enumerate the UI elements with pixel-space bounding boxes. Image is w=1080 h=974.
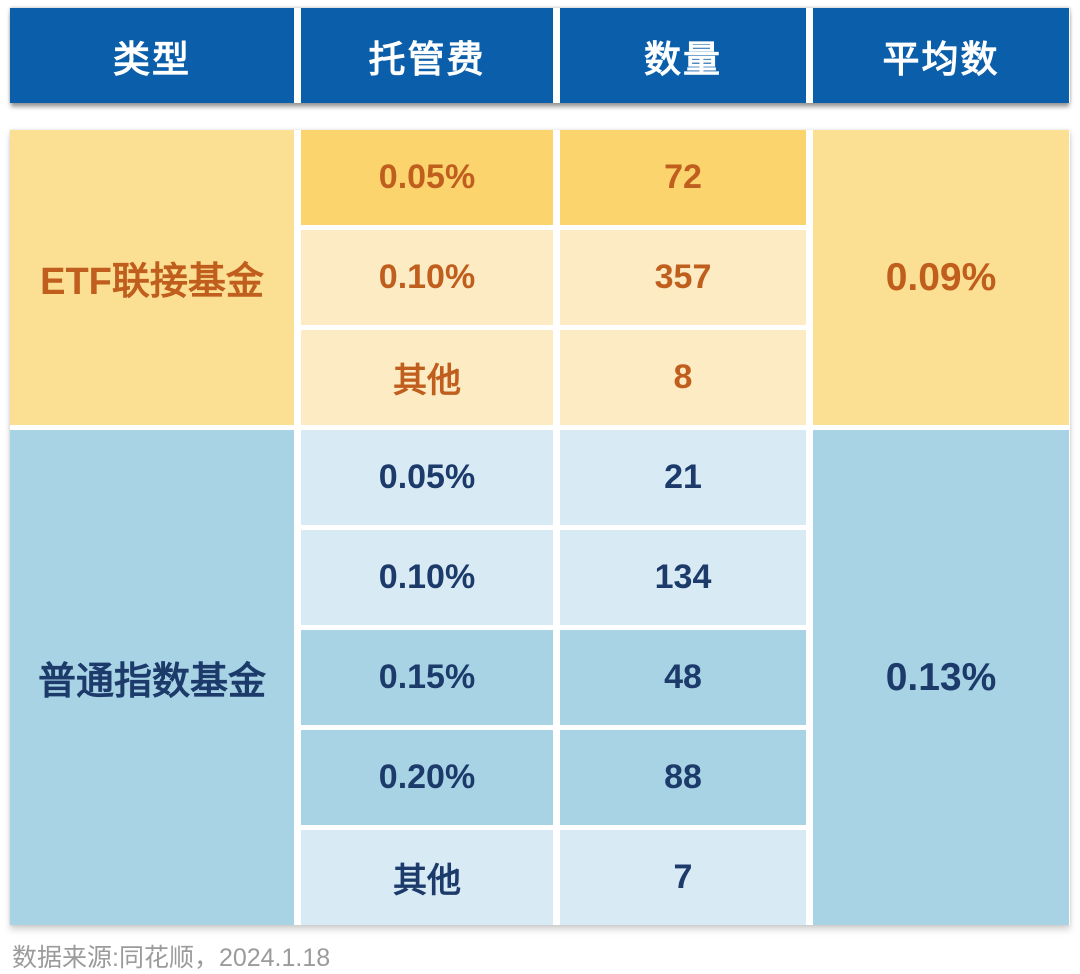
count-cell: 8	[560, 330, 806, 425]
column-header-average: 平均数	[813, 8, 1069, 103]
data-source-note: 数据来源:同花顺，2024.1.18	[12, 944, 331, 972]
fee-cell: 0.05%	[301, 130, 553, 225]
count-cell: 21	[560, 430, 806, 525]
column-header-count: 数量	[560, 8, 806, 103]
fee-cell: 0.10%	[301, 230, 553, 325]
count-cell: 357	[560, 230, 806, 325]
table-header-row: 类型 托管费 数量 平均数	[10, 8, 1070, 103]
group-label-etf-feeder-fund: ETF联接基金	[10, 130, 294, 425]
fee-cell: 0.05%	[301, 430, 553, 525]
column-header-type: 类型	[10, 8, 294, 103]
count-cell: 48	[560, 630, 806, 725]
fee-cell: 0.15%	[301, 630, 553, 725]
fee-cell: 其他	[301, 830, 553, 925]
average-cell-etf: 0.09%	[813, 130, 1069, 425]
table-body: ETF联接基金 0.05% 72 0.10% 357 其他 8 0.09% 普通…	[10, 130, 1070, 925]
group-label-ordinary-index-fund: 普通指数基金	[10, 430, 294, 925]
count-cell: 134	[560, 530, 806, 625]
average-cell-ordinary-index: 0.13%	[813, 430, 1069, 925]
count-cell: 72	[560, 130, 806, 225]
fee-cell: 0.20%	[301, 730, 553, 825]
fee-cell: 0.10%	[301, 530, 553, 625]
column-header-fee: 托管费	[301, 8, 553, 103]
fee-cell: 其他	[301, 330, 553, 425]
count-cell: 7	[560, 830, 806, 925]
count-cell: 88	[560, 730, 806, 825]
